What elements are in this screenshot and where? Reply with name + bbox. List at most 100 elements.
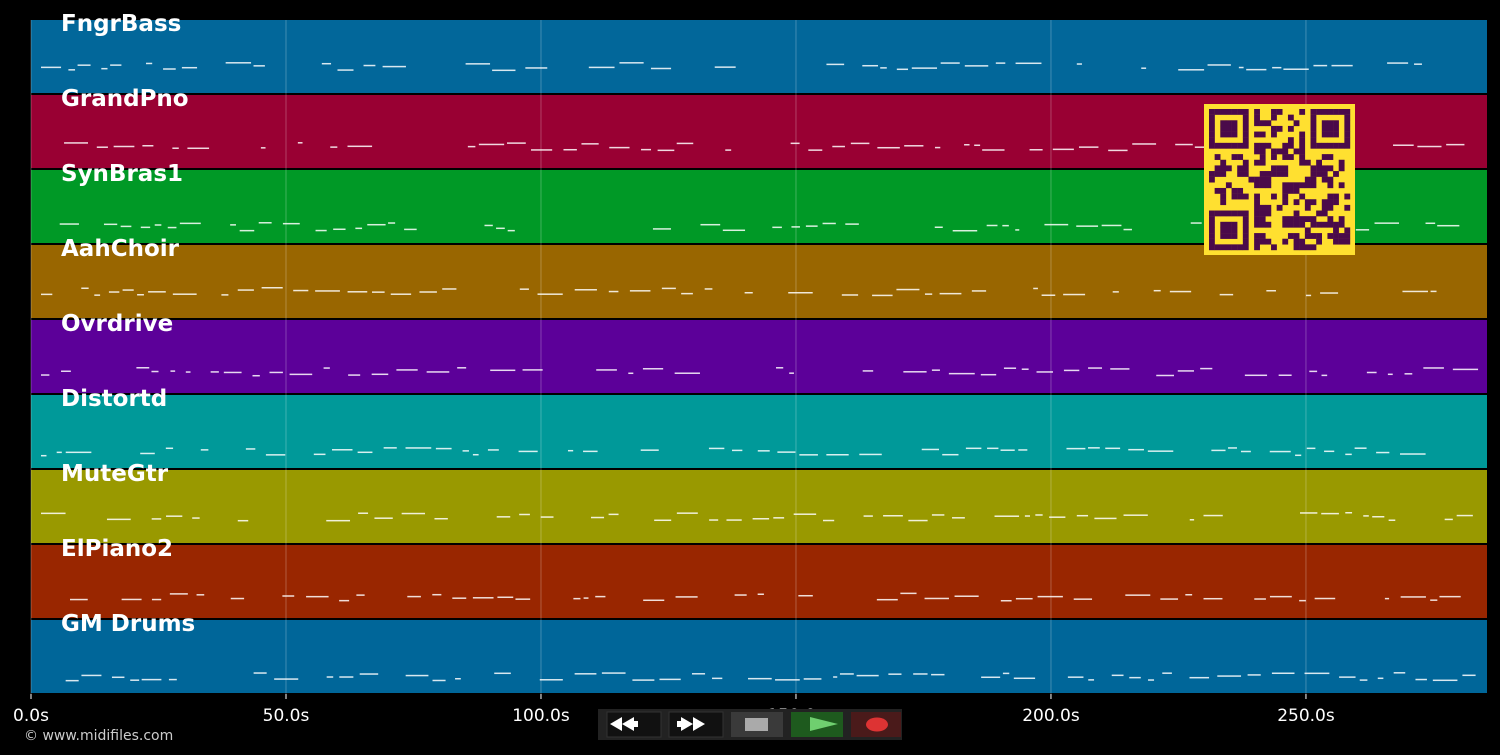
qr-module: [1254, 210, 1260, 217]
note-texture: [1415, 678, 1427, 681]
note-texture: [382, 65, 406, 68]
qr-module: [1310, 176, 1317, 183]
qr-module: [1259, 176, 1266, 183]
note-texture: [862, 370, 874, 372]
qr-module: [1321, 154, 1328, 160]
qr-module: [1259, 148, 1266, 155]
qr-module: [1321, 142, 1328, 149]
note-texture: [642, 368, 664, 370]
note-texture: [1444, 518, 1453, 521]
note-texture: [676, 142, 694, 145]
track-lane: [31, 620, 1487, 693]
qr-module: [1316, 142, 1322, 149]
note-texture: [59, 223, 79, 225]
note-texture: [1339, 676, 1356, 678]
note-texture: [347, 291, 368, 293]
qr-module: [1333, 233, 1339, 239]
note-texture: [1372, 516, 1385, 518]
note-texture: [81, 287, 89, 290]
note-texture: [1295, 454, 1302, 457]
note-texture: [1437, 224, 1460, 227]
qr-module: [1299, 238, 1306, 245]
note-texture: [574, 289, 597, 291]
note-texture: [650, 67, 672, 70]
note-texture: [863, 515, 873, 517]
note-texture: [1101, 224, 1122, 227]
qr-module: [1237, 210, 1244, 217]
qr-module: [1310, 109, 1317, 115]
note-texture: [321, 62, 332, 65]
note-texture: [337, 69, 354, 71]
qr-module: [1231, 109, 1238, 115]
qr-module: [1254, 216, 1260, 222]
note-texture: [734, 594, 747, 596]
note-texture: [313, 453, 326, 456]
note-texture: [478, 143, 505, 146]
note-texture: [1228, 447, 1237, 449]
note-texture: [952, 517, 965, 519]
note-texture: [883, 515, 903, 517]
qr-module: [1254, 221, 1260, 228]
note-texture: [1377, 677, 1384, 680]
qr-module: [1242, 159, 1249, 166]
note-texture: [845, 223, 859, 225]
qr-module: [1209, 238, 1215, 245]
note-texture: [1073, 598, 1093, 600]
track-name: AahChoir: [61, 236, 180, 262]
note-texture: [573, 597, 581, 600]
note-texture: [1278, 374, 1292, 376]
note-texture: [588, 66, 615, 69]
note-texture: [140, 452, 155, 455]
note-texture: [419, 291, 437, 293]
note-texture: [1320, 292, 1339, 294]
note-texture: [172, 147, 179, 149]
note-texture: [94, 294, 101, 296]
note-texture: [940, 62, 960, 64]
qr-module: [1231, 210, 1238, 217]
qr-module: [1321, 120, 1328, 127]
note-texture: [432, 679, 446, 682]
stop-button[interactable]: [731, 712, 783, 737]
note-texture: [237, 519, 249, 522]
qr-module: [1265, 238, 1272, 245]
note-texture: [1110, 368, 1130, 370]
qr-module: [1209, 216, 1215, 222]
note-texture: [145, 62, 153, 65]
fast-forward-button[interactable]: [668, 711, 724, 738]
qr-module: [1220, 159, 1227, 166]
note-texture: [136, 367, 150, 369]
rewind-button[interactable]: [606, 711, 662, 738]
note-texture: [539, 679, 563, 681]
play-button[interactable]: [791, 712, 843, 737]
qr-module: [1254, 233, 1260, 239]
record-button[interactable]: [851, 712, 901, 737]
qr-module: [1287, 216, 1294, 222]
note-texture: [41, 374, 50, 376]
qr-module: [1333, 238, 1339, 245]
note-texture: [348, 374, 361, 376]
qr-module: [1259, 171, 1266, 177]
qr-module: [1344, 233, 1351, 239]
note-texture: [64, 142, 89, 144]
qr-module: [1231, 244, 1238, 251]
qr-module: [1310, 244, 1317, 251]
note-texture: [1094, 517, 1117, 520]
note-texture: [757, 450, 770, 452]
note-texture: [1446, 143, 1465, 146]
note-texture: [69, 598, 88, 601]
note-texture: [791, 226, 800, 228]
qr-module: [1254, 142, 1260, 149]
note-texture: [167, 226, 177, 229]
track-name: FngrBass: [61, 11, 181, 37]
qr-module: [1282, 221, 1289, 228]
note-texture: [1044, 223, 1069, 226]
qr-module: [1259, 120, 1266, 127]
note-texture: [775, 679, 800, 681]
note-texture: [1189, 519, 1195, 521]
qr-module: [1259, 204, 1266, 211]
qr-module: [1333, 142, 1339, 149]
qr-module: [1214, 165, 1221, 172]
note-texture: [130, 679, 140, 681]
qr-module: [1254, 109, 1260, 115]
note-texture: [1067, 676, 1084, 678]
